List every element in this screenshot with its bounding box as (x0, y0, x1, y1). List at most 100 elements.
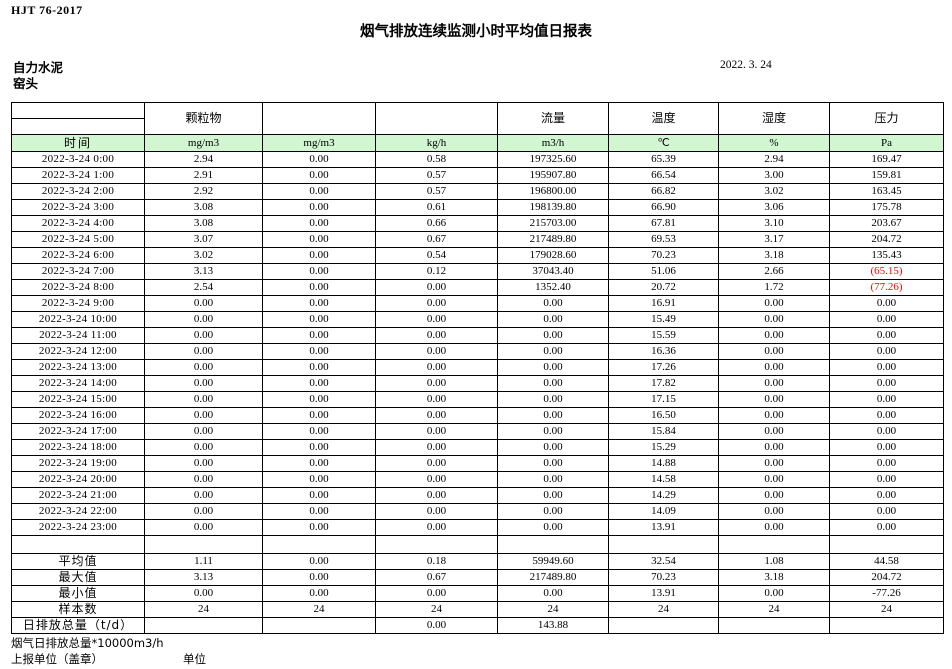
summary-value: 143.88 (497, 617, 609, 634)
cell-value: 0.00 (718, 391, 830, 408)
summary-value: 24 (829, 601, 944, 618)
cell-value: 196800.00 (497, 183, 609, 200)
cell-value: 159.81 (829, 167, 944, 184)
time-column-header: 时间 (11, 134, 145, 152)
cell-value: 67.81 (608, 215, 719, 232)
summary-value: 3.18 (718, 569, 830, 586)
spacer-cell (144, 535, 263, 554)
summary-value: 1.11 (144, 553, 263, 570)
group-header-cell: 温度 (608, 102, 719, 135)
table-row: 2022-3-24 0:00 2.94 0.00 0.58 197325.60 65.39… (11, 151, 944, 168)
cell-value: 0.00 (375, 375, 498, 392)
cell-value: 0.00 (497, 391, 609, 408)
cell-value: 3.00 (718, 167, 830, 184)
cell-value: 0.00 (262, 471, 376, 488)
cell-time: 2022-3-24 22:00 (11, 503, 145, 520)
table-summary-row: 最大值 3.13 0.00 0.67 217489.80 70.23 3.18 204.72 (11, 569, 944, 586)
cell-value: 0.66 (375, 215, 498, 232)
cell-value: 0.00 (262, 359, 376, 376)
table-spacer-row (11, 535, 944, 554)
cell-value: 0.00 (497, 407, 609, 424)
cell-time: 2022-3-24 14:00 (11, 375, 145, 392)
cell-time: 2022-3-24 11:00 (11, 327, 145, 344)
cell-value: 0.00 (375, 311, 498, 328)
cell-value: 0.00 (829, 295, 944, 312)
cell-time: 2022-3-24 20:00 (11, 471, 145, 488)
standard-code: HJT 76-2017 (11, 3, 83, 17)
cell-value: 0.00 (718, 295, 830, 312)
cell-value: 0.00 (144, 311, 263, 328)
cell-value: 0.00 (829, 343, 944, 360)
hourly-average-report-table: 颗粒物 流量 温度 湿度 压力 时间 mg/m3 mg/m3 kg/h m3/h ℃% Pa 2022-… (11, 102, 944, 634)
summary-value: 0.18 (375, 553, 498, 570)
summary-value (718, 617, 830, 634)
cell-value: 15.49 (608, 311, 719, 328)
table-unit-row: 时间 mg/m3 mg/m3 kg/h m3/h ℃% Pa (11, 134, 944, 152)
page-title: 烟气排放连续监测小时平均值日报表 (360, 24, 592, 40)
cell-value: 0.00 (497, 343, 609, 360)
summary-value: 24 (144, 601, 263, 618)
cell-value: 0.00 (144, 359, 263, 376)
summary-value: 24 (608, 601, 719, 618)
cell-value: 0.00 (262, 519, 376, 536)
footer-note-unit: 单位 (183, 652, 206, 666)
table-row: 2022-3-24 16:00 0.00 0.00 0.00 0.00 16.50 0.00… (11, 407, 944, 424)
cell-value: 3.18 (718, 247, 830, 264)
unit-cell: m3/h (497, 134, 609, 152)
cell-value: 14.88 (608, 455, 719, 472)
cell-value: 0.00 (144, 455, 263, 472)
summary-value: 32.54 (608, 553, 719, 570)
cell-value: 0.00 (262, 167, 376, 184)
summary-value: 59949.60 (497, 553, 609, 570)
summary-value: -77.26 (829, 585, 944, 602)
cell-value: 3.17 (718, 231, 830, 248)
summary-value: 0.00 (497, 585, 609, 602)
table-row: 2022-3-24 5:00 3.07 0.00 0.67 217489.80 69.53… (11, 231, 944, 248)
cell-value: 3.07 (144, 231, 263, 248)
cell-value: 0.00 (829, 391, 944, 408)
cell-time: 2022-3-24 10:00 (11, 311, 145, 328)
cell-value: 17.26 (608, 359, 719, 376)
table-row: 2022-3-24 1:00 2.91 0.00 0.57 195907.80 66.54… (11, 167, 944, 184)
unit-cell: mg/m3 (144, 134, 263, 152)
unit-cell: mg/m3 (262, 134, 376, 152)
cell-value: 0.00 (497, 295, 609, 312)
cell-value: 0.00 (375, 487, 498, 504)
summary-value: 0.00 (262, 553, 376, 570)
summary-value: 3.13 (144, 569, 263, 586)
cell-time: 2022-3-24 23:00 (11, 519, 145, 536)
table-row: 2022-3-24 10:00 0.00 0.00 0.00 0.00 15.49 0.00… (11, 311, 944, 328)
cell-value: 3.08 (144, 199, 263, 216)
cell-value: 0.00 (262, 343, 376, 360)
cell-value: 0.00 (375, 519, 498, 536)
cell-value: 169.47 (829, 151, 944, 168)
summary-value: 0.00 (144, 585, 263, 602)
table-row: 2022-3-24 20:00 0.00 0.00 0.00 0.00 14.58 0.00… (11, 471, 944, 488)
table-row: 2022-3-24 15:00 0.00 0.00 0.00 0.00 17.15 0.00… (11, 391, 944, 408)
cell-value: 0.00 (829, 423, 944, 440)
cell-value: 163.45 (829, 183, 944, 200)
cell-value: 0.00 (262, 439, 376, 456)
cell-value: 0.58 (375, 151, 498, 168)
cell-value: 0.00 (718, 375, 830, 392)
cell-value: 2.94 (718, 151, 830, 168)
cell-value: 14.09 (608, 503, 719, 520)
cell-value: 0.00 (497, 359, 609, 376)
summary-value: 13.91 (608, 585, 719, 602)
header-corner-bottom (11, 118, 145, 135)
cell-value: 0.00 (497, 423, 609, 440)
cell-value: 66.54 (608, 167, 719, 184)
cell-value: 0.00 (375, 423, 498, 440)
cell-value: 0.00 (718, 519, 830, 536)
cell-value: 1.72 (718, 279, 830, 296)
group-header-cell (375, 102, 498, 135)
summary-value: 0.00 (262, 585, 376, 602)
cell-value: 16.91 (608, 295, 719, 312)
cell-value: 15.84 (608, 423, 719, 440)
cell-value: 217489.80 (497, 231, 609, 248)
cell-value: 0.00 (375, 295, 498, 312)
cell-value: 66.90 (608, 199, 719, 216)
cell-value: 0.61 (375, 199, 498, 216)
cell-value: 198139.80 (497, 199, 609, 216)
summary-value: 24 (718, 601, 830, 618)
